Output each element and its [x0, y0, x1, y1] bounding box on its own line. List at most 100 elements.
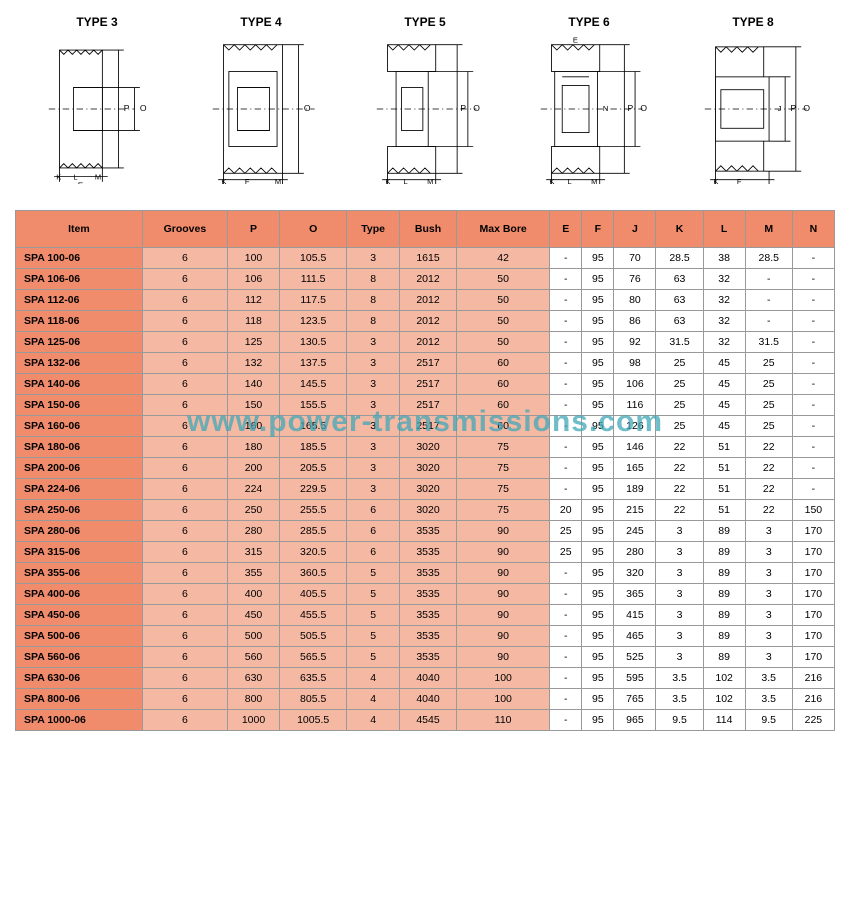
table-cell: SPA 500-06: [16, 626, 143, 647]
table-cell: 75: [457, 500, 550, 521]
table-row: SPA 800-066800805.544040100-957653.51023…: [16, 689, 835, 710]
table-cell: 95: [582, 626, 614, 647]
table-cell: 123.5: [280, 311, 347, 332]
table-cell: SPA 250-06: [16, 500, 143, 521]
column-header: M: [745, 211, 792, 248]
pulley-diagram-icon: PO KLM F: [27, 34, 167, 184]
table-cell: 90: [457, 626, 550, 647]
table-cell: 216: [792, 668, 834, 689]
table-cell: 6: [142, 353, 227, 374]
table-cell: 100: [457, 668, 550, 689]
table-cell: SPA 125-06: [16, 332, 143, 353]
table-cell: 95: [582, 689, 614, 710]
table-cell: -: [792, 458, 834, 479]
table-cell: 6: [142, 437, 227, 458]
table-cell: 965: [614, 710, 656, 731]
table-cell: 89: [703, 626, 745, 647]
table-cell: 28.5: [745, 248, 792, 269]
table-cell: 6: [142, 626, 227, 647]
table-cell: 245: [614, 521, 656, 542]
table-cell: 95: [582, 290, 614, 311]
table-cell: 6: [142, 668, 227, 689]
table-cell: SPA 560-06: [16, 647, 143, 668]
svg-text:O: O: [803, 103, 810, 113]
table-cell: 3: [656, 626, 703, 647]
table-cell: 6: [142, 311, 227, 332]
table-cell: SPA 400-06: [16, 584, 143, 605]
table-cell: 95: [582, 500, 614, 521]
table-cell: 42: [457, 248, 550, 269]
table-cell: 3535: [399, 605, 456, 626]
table-cell: -: [550, 374, 582, 395]
pulley-diagram-icon: PO KLM F: [355, 34, 495, 184]
table-cell: 3.5: [745, 689, 792, 710]
table-cell: 100: [227, 248, 279, 269]
table-cell: 95: [582, 374, 614, 395]
table-cell: 75: [457, 458, 550, 479]
table-cell: 114: [703, 710, 745, 731]
column-header: L: [703, 211, 745, 248]
table-cell: -: [550, 437, 582, 458]
table-cell: 635.5: [280, 668, 347, 689]
svg-text:K: K: [56, 173, 61, 182]
table-cell: 1000: [227, 710, 279, 731]
table-cell: -: [550, 605, 582, 626]
table-cell: 150: [227, 395, 279, 416]
table-cell: 5: [347, 647, 400, 668]
table-cell: 51: [703, 479, 745, 500]
table-cell: 25: [745, 353, 792, 374]
table-cell: 22: [745, 479, 792, 500]
table-cell: 95: [582, 416, 614, 437]
table-cell: 95: [582, 458, 614, 479]
table-row: SPA 450-066450455.55353590-954153893170: [16, 605, 835, 626]
diagram-title: TYPE 8: [671, 15, 835, 29]
table-cell: 25: [656, 374, 703, 395]
table-cell: 132: [227, 353, 279, 374]
table-cell: 9.5: [656, 710, 703, 731]
table-cell: 525: [614, 647, 656, 668]
table-cell: -: [792, 248, 834, 269]
column-header: K: [656, 211, 703, 248]
table-cell: 170: [792, 605, 834, 626]
table-row: SPA 180-066180185.53302075-95146225122-: [16, 437, 835, 458]
table-cell: 90: [457, 647, 550, 668]
table-cell: 89: [703, 542, 745, 563]
table-cell: 95: [582, 647, 614, 668]
table-cell: 170: [792, 521, 834, 542]
table-cell: 22: [656, 458, 703, 479]
table-cell: 170: [792, 584, 834, 605]
table-cell: 6: [142, 521, 227, 542]
table-cell: 205.5: [280, 458, 347, 479]
table-cell: -: [745, 269, 792, 290]
table-cell: 50: [457, 290, 550, 311]
table-cell: 51: [703, 437, 745, 458]
table-cell: 6: [142, 542, 227, 563]
svg-text:M: M: [275, 177, 281, 184]
table-row: SPA 125-066125130.53201250-959231.53231.…: [16, 332, 835, 353]
table-cell: 3: [347, 374, 400, 395]
table-cell: 6: [142, 269, 227, 290]
table-cell: 32: [703, 311, 745, 332]
table-cell: SPA 280-06: [16, 521, 143, 542]
table-cell: 146: [614, 437, 656, 458]
table-cell: 365: [614, 584, 656, 605]
table-cell: -: [792, 416, 834, 437]
table-cell: 145.5: [280, 374, 347, 395]
table-cell: 92: [614, 332, 656, 353]
table-cell: 140: [227, 374, 279, 395]
table-cell: 2517: [399, 395, 456, 416]
table-cell: 3: [347, 458, 400, 479]
table-cell: 565.5: [280, 647, 347, 668]
table-cell: 90: [457, 563, 550, 584]
table-cell: 180: [227, 437, 279, 458]
table-cell: SPA 630-06: [16, 668, 143, 689]
table-cell: 165: [614, 458, 656, 479]
column-header: F: [582, 211, 614, 248]
column-header: O: [280, 211, 347, 248]
svg-text:K: K: [549, 177, 554, 184]
table-cell: -: [550, 290, 582, 311]
table-cell: 75: [457, 479, 550, 500]
table-cell: 320: [614, 563, 656, 584]
pulley-diagram-icon: O KFM L: [191, 34, 331, 184]
svg-text:O: O: [304, 103, 311, 113]
